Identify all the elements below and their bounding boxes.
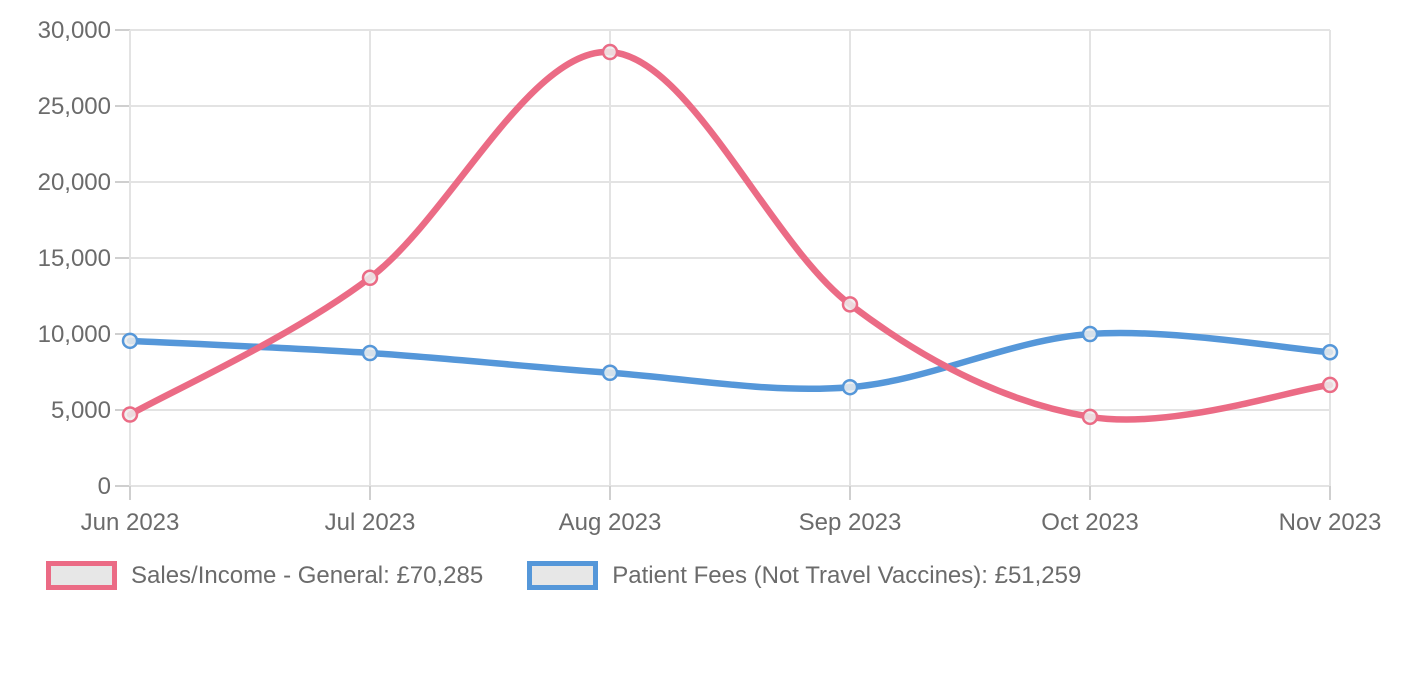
- series-line-1: [126, 329, 1334, 393]
- y-axis-tick-label: 30,000: [38, 17, 111, 44]
- y-axis-tick-label: 0: [98, 473, 111, 500]
- data-point-series-0[interactable]: [1081, 408, 1099, 426]
- y-axis-tick-label: 25,000: [38, 93, 111, 120]
- data-point-series-1[interactable]: [361, 344, 379, 362]
- y-axis-tick-label: 20,000: [38, 169, 111, 196]
- x-axis-tick-label: Jun 2023: [81, 509, 180, 536]
- legend-swatch-sales-income: [46, 561, 117, 590]
- data-point-series-1[interactable]: [601, 364, 619, 382]
- line-chart-canvas: 0 5,000 10,000 15,000 20,000 25,000 30,000 Jun …: [38, 17, 1382, 536]
- legend-item-sales-income[interactable]: Sales/Income - General: £70,285: [46, 561, 483, 590]
- x-axis-tick-label: Nov 2023: [1279, 509, 1382, 536]
- data-point-series-1[interactable]: [1321, 343, 1339, 361]
- x-axis-tick-label: Aug 2023: [559, 509, 662, 536]
- y-axis-tick-label: 15,000: [38, 245, 111, 272]
- data-point-series-0[interactable]: [1321, 376, 1339, 394]
- chart-legend: Sales/Income - General: £70,285 Patient …: [46, 561, 1081, 590]
- data-point-series-0[interactable]: [121, 406, 139, 423]
- data-point-series-0[interactable]: [601, 43, 619, 61]
- y-axis-tick-label: 10,000: [38, 321, 111, 348]
- series-line-0: [126, 48, 1334, 423]
- data-point-series-0[interactable]: [361, 269, 379, 287]
- legend-swatch-patient-fees: [527, 561, 599, 590]
- x-axis-tick-label: Jul 2023: [325, 509, 416, 536]
- data-point-series-0[interactable]: [841, 296, 859, 313]
- legend-label-patient-fees: Patient Fees (Not Travel Vaccines): £51,…: [612, 561, 1082, 589]
- data-point-series-1[interactable]: [121, 332, 139, 350]
- x-axis-tick-label: Sep 2023: [799, 509, 902, 536]
- data-point-series-1[interactable]: [1081, 325, 1099, 343]
- legend-label-sales-income: Sales/Income - General: £70,285: [131, 561, 484, 589]
- data-point-series-1[interactable]: [841, 378, 859, 396]
- legend-item-patient-fees[interactable]: Patient Fees (Not Travel Vaccines): £51,…: [527, 561, 1081, 590]
- y-axis-tick-label: 5,000: [51, 397, 111, 424]
- x-axis-tick-label: Oct 2023: [1041, 509, 1138, 536]
